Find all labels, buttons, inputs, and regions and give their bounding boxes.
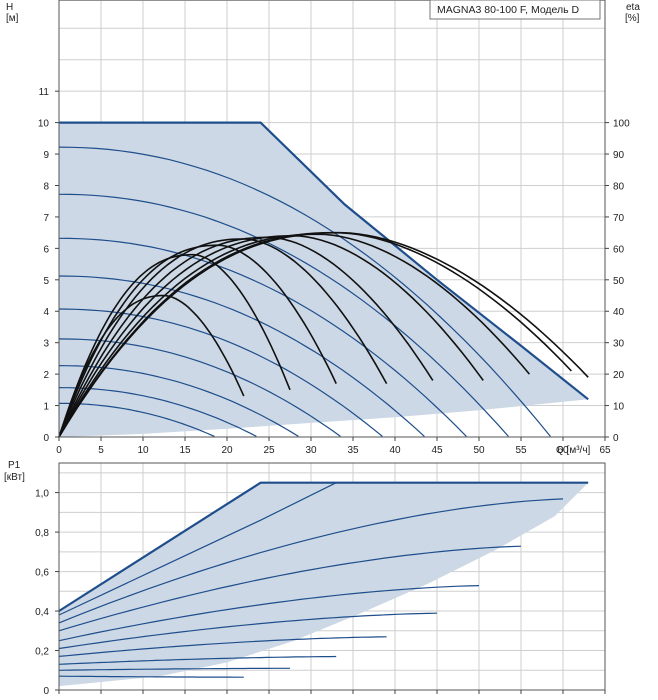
power-curve — [58, 585, 480, 642]
top-chart-eta-curves — [58, 231, 589, 438]
y-tick-label: 1 — [43, 402, 49, 413]
y-tick-label: 4 — [43, 307, 49, 318]
x-tick-label: 40 — [389, 445, 401, 456]
y-tick-label: 2 — [43, 370, 49, 381]
y-tick-label: 8 — [43, 181, 49, 192]
plot-frame — [58, 0, 606, 438]
power-curve — [58, 667, 290, 671]
head-curve — [58, 146, 551, 437]
chart-title: MAGNA3 80-100 F, Модель D — [437, 4, 580, 16]
y2-tick-label: 20 — [613, 370, 625, 381]
power-curve — [58, 612, 438, 650]
y2-axis-unit-eta: [%] — [625, 13, 640, 24]
power-curve — [58, 482, 337, 616]
power-curve — [59, 675, 244, 678]
efficiency-curve — [58, 253, 291, 438]
y-tick-label: 11 — [39, 87, 50, 98]
bottom-chart-frame — [58, 462, 606, 691]
top-chart-ticks: 0 5 10 15 20 25 30 35 40 45 50 55 60 6501234567891011… — [38, 87, 630, 456]
head-curve — [58, 237, 467, 437]
y-tick-label: 10 — [38, 119, 50, 130]
y2-tick-label: 100 — [613, 119, 630, 130]
y2-tick-label: 60 — [613, 244, 625, 255]
power-area-fill — [59, 482, 589, 687]
y2-tick-label: 10 — [613, 402, 625, 413]
x-tick-label: 60 — [557, 445, 569, 456]
head-curve — [58, 387, 257, 437]
y-tick-label: 9 — [43, 150, 49, 161]
x-tick-label: 55 — [515, 445, 527, 456]
power-curve — [58, 545, 522, 632]
y-tick-label: 0,4 — [35, 607, 49, 618]
x-tick-label: 45 — [431, 445, 443, 456]
bottom-chart-operating-area — [58, 481, 589, 687]
y2-tick-label: 50 — [613, 276, 625, 287]
x-tick-label: 50 — [473, 445, 485, 456]
y-tick-label: 0,2 — [35, 647, 49, 658]
y-axis-unit-h: [м] — [6, 13, 19, 24]
x-tick-label: 35 — [347, 445, 359, 456]
x-tick-label: 65 — [599, 445, 611, 456]
y2-axis-title-eta: eta — [626, 2, 640, 13]
x-tick-label: 25 — [263, 445, 275, 456]
x-tick-label: 30 — [305, 445, 317, 456]
bottom-chart-power-curves — [58, 482, 564, 678]
x-tick-label: 5 — [98, 445, 104, 456]
x-tick-label: 15 — [179, 445, 191, 456]
y-tick-label: 0,8 — [35, 528, 49, 539]
power-curve — [58, 636, 387, 657]
y-tick-label: 6 — [43, 244, 49, 255]
y2-tick-label: 0 — [613, 433, 619, 444]
y-tick-label: 5 — [43, 276, 49, 287]
x-axis-title: Q [м³/ч] — [556, 445, 591, 456]
power-curve — [58, 498, 564, 624]
top-chart-frame — [58, 0, 606, 438]
y-tick-label: 1,0 — [35, 489, 49, 500]
power-curve — [58, 655, 337, 665]
y2-tick-label: 30 — [613, 339, 625, 350]
chart-title-box — [429, 0, 601, 20]
y-tick-label: 3 — [43, 339, 49, 350]
y2-tick-label: 90 — [613, 150, 625, 161]
y-axis-unit-p1: [кВт] — [4, 472, 25, 483]
y2-tick-label: 70 — [613, 213, 625, 224]
y2-tick-label: 80 — [613, 181, 625, 192]
x-tick-label: 10 — [137, 445, 149, 456]
efficiency-curve — [58, 231, 572, 438]
y2-tick-label: 40 — [613, 307, 625, 318]
x-tick-label: 20 — [221, 445, 233, 456]
x-tick-label: 0 — [56, 445, 62, 456]
efficiency-curve — [58, 238, 388, 438]
y-tick-label: 0,6 — [35, 568, 49, 579]
y-axis-title-p1: P1 — [8, 460, 21, 471]
max-power-curve — [58, 481, 589, 612]
plot-frame — [58, 462, 606, 691]
y-axis-title-h: H — [6, 2, 13, 13]
head-curve — [59, 402, 215, 437]
head-curve — [58, 193, 509, 437]
head-curve — [58, 275, 425, 437]
bottom-chart-ticks: 0 0,2 0,4 0,6 0,8 1,0 — [35, 489, 606, 697]
efficiency-curve — [58, 294, 245, 438]
y-tick-label: 0 — [43, 433, 49, 444]
y-tick-label: 7 — [43, 213, 49, 224]
y-tick-label: 0 — [43, 686, 49, 697]
